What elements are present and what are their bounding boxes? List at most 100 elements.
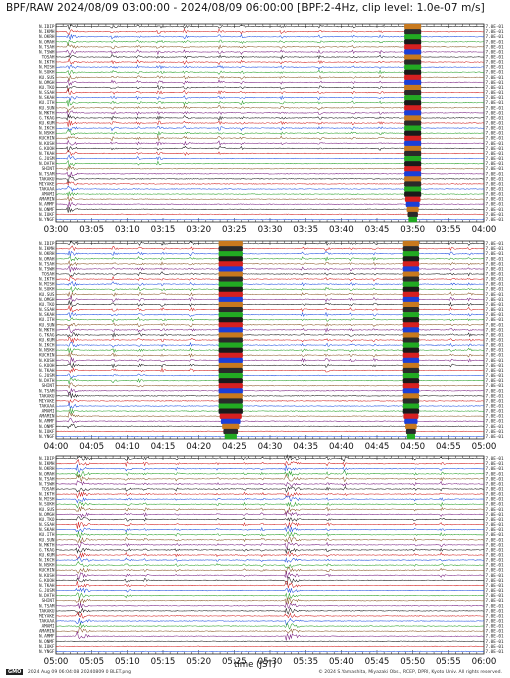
amplitude-label: 7.0E-01 — [486, 110, 505, 116]
clip-band-segment — [218, 342, 243, 348]
clip-band-segment — [408, 216, 417, 223]
trace-n-nskh — [55, 561, 485, 569]
x-tick-label: 03:20 — [186, 225, 211, 235]
trace-amamin — [55, 627, 485, 634]
amplitude-label: 7.0E-01 — [486, 272, 505, 278]
amplitude-label: 7.0E-01 — [486, 322, 505, 328]
trace-n-ikch — [55, 341, 485, 348]
trace-n-tsah — [55, 260, 485, 267]
clip-band-segment — [404, 29, 422, 35]
clip-band-segment — [218, 347, 243, 353]
x-tick-label: 04:00 — [44, 442, 69, 452]
x-tick-label: 05:40 — [329, 657, 354, 667]
trace-amami — [55, 407, 485, 414]
amplitude-label: 7.0E-01 — [486, 75, 505, 81]
trace-n-iokf — [55, 213, 485, 216]
amplitude-label: 7.0E-01 — [486, 419, 505, 425]
clip-band-segment — [402, 251, 420, 257]
station-label: N.YNGF — [39, 217, 55, 223]
station-label: KU.TKO — [39, 302, 55, 308]
station-label: N.IKCH — [39, 126, 55, 132]
station-label: N.OMAH — [39, 256, 55, 262]
station-label: KUCHIN — [39, 568, 55, 574]
amplitude-label: 7.0E-01 — [486, 492, 505, 498]
trace-n-okrh — [55, 250, 485, 257]
trace-n-iokf — [55, 645, 485, 648]
amplitude-label: 7.0E-01 — [486, 49, 505, 55]
station-label: N.MKTH — [39, 542, 55, 548]
trace-n-ikmh — [55, 458, 485, 468]
station-label: N.SUKH — [39, 287, 55, 293]
clip-band-segment — [402, 347, 420, 353]
station-label: N.ONMF — [39, 424, 55, 430]
trace-n-ammf — [55, 630, 485, 641]
x-tick-label: 05:35 — [293, 657, 318, 667]
clip-band-segment — [219, 413, 242, 419]
clip-band-segment — [404, 95, 422, 101]
station-label: N.IKTH — [39, 492, 55, 498]
amplitude-label: 7.0E-01 — [486, 256, 505, 262]
clip-band-segment — [402, 266, 420, 272]
trace-n-kush — [55, 357, 485, 365]
station-label: N.TKAH — [39, 368, 55, 374]
trace-n-sukh — [55, 501, 485, 509]
clip-band-segment — [218, 296, 243, 303]
station-label: KU.SUS — [39, 75, 55, 81]
clip-band-segment — [402, 383, 420, 389]
station-label: N.TSAH — [39, 44, 55, 50]
clip-band-segment — [404, 84, 422, 91]
trace-ku-ith — [55, 316, 485, 323]
x-tick-label: 04:05 — [79, 442, 104, 452]
clip-band-segment — [218, 317, 243, 323]
x-tick-label: 04:10 — [115, 442, 140, 452]
station-label: N.IOKF — [39, 429, 55, 435]
clip-band-segment — [402, 342, 420, 348]
amplitude-label: 7.0E-01 — [486, 156, 505, 162]
station-label: KU.SUN — [39, 322, 55, 328]
trace-ku-sun — [56, 322, 485, 328]
station-label: N.OKRH — [39, 34, 55, 40]
station-label: SHINT — [42, 166, 55, 172]
amplitude-label: 7.0E-01 — [486, 363, 505, 369]
clip-band-segment — [402, 291, 420, 298]
amplitude-label: 7.0E-01 — [486, 603, 505, 609]
trace-n-mkth — [55, 325, 485, 334]
amplitude-label: 7.0E-01 — [486, 146, 505, 152]
amplitude-label: 7.0E-01 — [486, 251, 505, 257]
clip-band-segment — [404, 74, 422, 81]
x-tick-label: 04:45 — [365, 442, 390, 452]
amplitude-label: 7.0E-01 — [486, 512, 505, 518]
trace-n-tswh — [55, 264, 485, 273]
amplitude-label: 7.0E-01 — [486, 507, 505, 513]
amplitude-label: 7.0E-01 — [486, 481, 505, 487]
station-label: N.DATH — [39, 161, 55, 167]
trace-n-tsam — [55, 602, 485, 609]
station-label: KU.SUS — [39, 292, 55, 298]
amplitude-label: 7.0E-01 — [486, 212, 505, 218]
station-label: G.KUOH — [39, 363, 55, 369]
clip-band-segment — [404, 49, 422, 55]
station-label: N.SKAH — [39, 312, 55, 318]
amplitude-label: 7.0E-01 — [486, 85, 505, 91]
amplitude-label: 7.0E-01 — [486, 131, 505, 137]
clip-band-segment — [404, 69, 422, 76]
trace-n-ssah — [55, 305, 485, 312]
station-label: N.OMAH — [39, 39, 55, 45]
amplitude-label: 7.0E-01 — [486, 553, 505, 559]
amplitude-label: 7.0E-01 — [486, 266, 505, 272]
clip-band-segment — [402, 317, 420, 323]
amplitude-label: 7.0E-01 — [486, 95, 505, 101]
station-label: N.TKAH — [39, 151, 55, 157]
amplitude-label: 7.0E-01 — [486, 126, 505, 132]
x-tick-label: 03:05 — [79, 225, 104, 235]
station-label: AMAMI — [42, 624, 55, 630]
x-tick-label: 04:35 — [293, 442, 318, 452]
amplitude-label: 7.0E-01 — [486, 80, 505, 86]
clip-band-segment — [402, 367, 420, 374]
amplitude-label: 7.0E-01 — [486, 588, 505, 594]
amplitude-label: 7.0E-01 — [486, 497, 505, 503]
amplitude-label: 7.0E-01 — [486, 573, 505, 579]
x-tick-label: 05:45 — [365, 657, 390, 667]
clip-band-segment — [218, 281, 243, 287]
trace-n-okrh — [55, 464, 485, 473]
